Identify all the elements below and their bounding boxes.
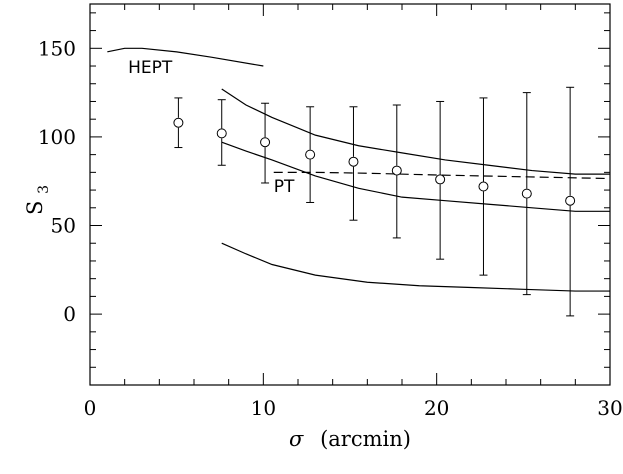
- y-tick-label: 0: [63, 302, 76, 326]
- curves-layer: [107, 47, 611, 292]
- solid-curve: [221, 242, 610, 292]
- y-axis-title: S 3: [23, 185, 52, 215]
- y-tick-label: 100: [38, 125, 76, 149]
- data-point: [216, 128, 227, 139]
- data-point: [348, 156, 359, 167]
- x-tick-label: 30: [597, 396, 622, 420]
- plot-frame: [89, 3, 611, 386]
- data-point: [521, 188, 532, 199]
- y-tick-label: 50: [51, 214, 76, 238]
- dashed-curve: [273, 171, 611, 180]
- data-point: [391, 165, 402, 176]
- data-point: [435, 174, 446, 185]
- y-axis-subscript: 3: [36, 185, 52, 194]
- curve-annotation: HEPT: [128, 58, 173, 78]
- solid-curve: [107, 47, 264, 67]
- data-point: [305, 149, 316, 160]
- labels-layer: 0 10 20 30 0 50 100 150 HEPT PT: [38, 36, 623, 420]
- y-axis-main: S: [23, 201, 47, 215]
- data-point: [260, 137, 271, 148]
- data-point: [173, 117, 184, 128]
- data-point: [478, 181, 489, 192]
- x-axis-title: σ (arcmin): [289, 427, 411, 451]
- points-layer: [173, 86, 576, 317]
- x-axis-unit: (arcmin): [320, 427, 411, 451]
- ticks-layer: [89, 4, 611, 386]
- solid-curve: [221, 88, 610, 175]
- x-axis-symbol: σ: [289, 427, 304, 451]
- x-tick-label: 10: [251, 396, 276, 420]
- x-tick-label: 20: [424, 396, 449, 420]
- curve-annotation: PT: [274, 177, 295, 197]
- y-tick-label: 150: [38, 36, 76, 60]
- x-tick-label: 0: [84, 396, 97, 420]
- solid-curve: [221, 141, 610, 212]
- data-point: [565, 195, 576, 206]
